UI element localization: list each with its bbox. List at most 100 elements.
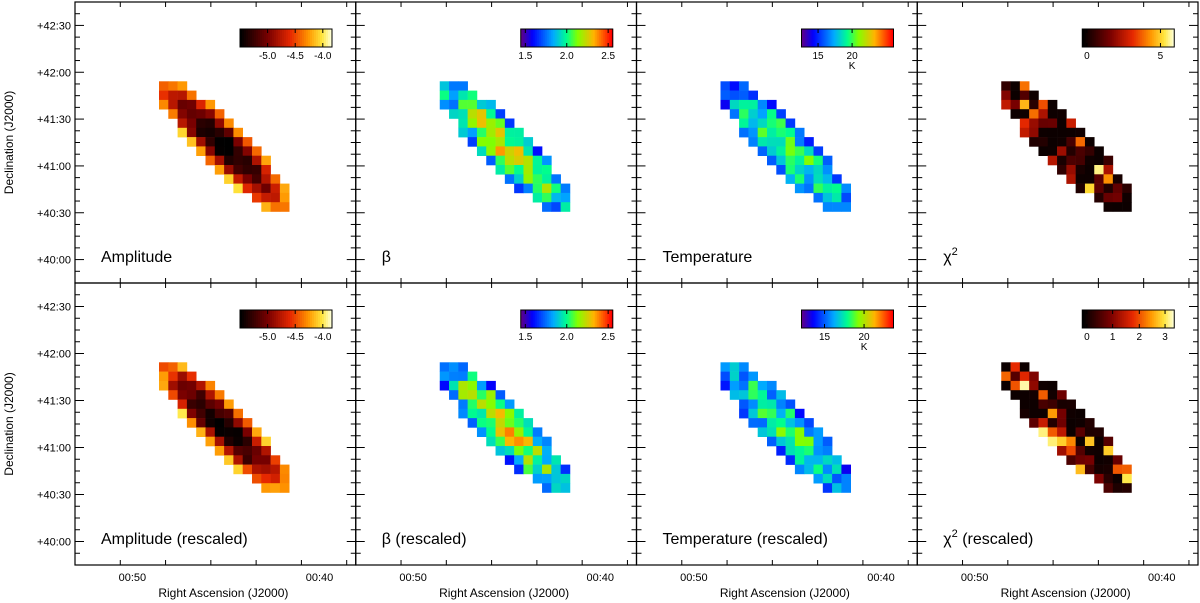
- heatmap-cell: [532, 146, 543, 156]
- heatmap-cell: [242, 137, 253, 147]
- heatmap-cell: [1112, 483, 1123, 493]
- heatmap-cell: [467, 380, 478, 391]
- heatmap-cell: [486, 118, 496, 129]
- heatmap-cell: [449, 380, 459, 391]
- colorbar-segment: [542, 29, 546, 47]
- colorbar-segment: [835, 29, 838, 47]
- heatmap-cell: [504, 137, 515, 147]
- heatmap-cell: [1075, 427, 1086, 437]
- colorbar-segment: [1158, 310, 1161, 328]
- colorbar-segment: [314, 29, 317, 47]
- colorbar-segment: [272, 29, 275, 47]
- heatmap-cell: [804, 427, 814, 437]
- heatmap-cell: [159, 362, 169, 372]
- colorbar-segment: [608, 310, 612, 328]
- colorbar-segment: [859, 310, 862, 328]
- heatmap-cell: [560, 464, 571, 475]
- colorbar-segment: [568, 29, 572, 47]
- heatmap-cell: [486, 380, 496, 391]
- colorbar-segment: [576, 29, 580, 47]
- y-tick-label: +41:00: [37, 443, 71, 455]
- heatmap-cell: [841, 464, 851, 475]
- colorbar-segment: [564, 310, 568, 328]
- heatmap-cell: [1103, 483, 1114, 493]
- colorbar-segment: [288, 310, 291, 328]
- colorbar-segment: [318, 310, 321, 328]
- heatmap-cell: [1029, 418, 1039, 428]
- heatmap-cell: [514, 127, 524, 138]
- colorbar-tick-label: -4.0: [314, 51, 332, 62]
- heatmap-cell: [279, 483, 290, 493]
- heatmap-cell: [1094, 174, 1104, 184]
- heatmap-cell: [1038, 418, 1049, 428]
- heatmap-cell: [532, 473, 543, 484]
- colorbar-segment: [602, 310, 606, 328]
- heatmap-cell: [748, 118, 758, 129]
- colorbar-segment: [606, 29, 610, 47]
- colorbar-segment: [1128, 29, 1131, 47]
- panel-8: 0 1 2 3 χ2 (rescaled) 00:50 00:40 Right Ascensi…: [916, 282, 1199, 600]
- heatmap-cell: [486, 418, 496, 428]
- colorbar-tick-label: 2.0: [560, 51, 574, 62]
- heatmap-cell: [214, 427, 225, 437]
- colorbar-segment: [254, 310, 257, 328]
- heatmap-cell: [159, 99, 169, 110]
- colorbar-segment: [256, 310, 259, 328]
- colorbar-segment: [1124, 310, 1127, 328]
- colorbar-segment: [1120, 29, 1123, 47]
- heatmap-cell: [1075, 174, 1086, 184]
- heatmap-cell: [1038, 427, 1049, 437]
- colorbar-segment: [302, 29, 305, 47]
- colorbar-segment: [268, 29, 271, 47]
- heatmap-cells: [439, 362, 571, 493]
- colorbar-segment: [1112, 310, 1115, 328]
- colorbar-segment: [1138, 310, 1141, 328]
- colorbar-segment: [883, 29, 886, 47]
- heatmap-cell: [767, 118, 777, 129]
- colorbar-segment: [823, 310, 826, 328]
- heatmap-cell: [542, 155, 552, 166]
- heatmap-cell: [224, 146, 234, 156]
- colorbar-segment: [286, 310, 289, 328]
- heatmap-cell: [279, 473, 290, 484]
- colorbar-tick-label: -4.5: [287, 51, 305, 62]
- heatmap-cell: [514, 408, 524, 419]
- heatmap-cell: [177, 399, 188, 410]
- heatmap-cell: [1122, 483, 1132, 493]
- heatmap-cell: [1112, 464, 1123, 475]
- colorbar-segment: [592, 29, 596, 47]
- heatmap-cell: [739, 380, 749, 391]
- heatmap-cell: [439, 81, 450, 91]
- heatmap-cell: [261, 165, 271, 175]
- colorbar-segment: [859, 29, 862, 47]
- colorbar-segment: [1088, 29, 1091, 47]
- heatmap-cell: [1094, 155, 1104, 166]
- colorbar-segment: [600, 310, 604, 328]
- heatmap-cell: [523, 464, 534, 475]
- heatmap-cell: [813, 446, 824, 456]
- colorbar-segment: [853, 310, 856, 328]
- colorbar-segment: [280, 310, 283, 328]
- colorbar-segment: [1106, 310, 1109, 328]
- colorbar-frame: [801, 28, 894, 48]
- colorbar-segment: [843, 310, 846, 328]
- colorbar-segment: [817, 29, 820, 47]
- colorbar-segment: [1128, 310, 1131, 328]
- heatmap-cell: [794, 137, 805, 147]
- colorbar-segment: [536, 310, 540, 328]
- heatmap-cell: [261, 483, 271, 493]
- colorbar-segment: [588, 29, 592, 47]
- colorbar-segment: [264, 29, 267, 47]
- heatmap-cell: [1029, 137, 1039, 147]
- colorbar-unit: K: [861, 342, 868, 353]
- colorbar-segment: [282, 310, 285, 328]
- heatmap-cell: [186, 399, 197, 410]
- heatmap-cell: [1112, 473, 1123, 484]
- heatmap-cell: [551, 192, 561, 203]
- heatmap-cell: [542, 473, 552, 484]
- heatmap-cell: [813, 436, 824, 447]
- colorbar-segment: [540, 310, 544, 328]
- heatmap-cell: [532, 192, 543, 203]
- colorbar-segment: [815, 310, 818, 328]
- heatmap-cell: [523, 183, 534, 194]
